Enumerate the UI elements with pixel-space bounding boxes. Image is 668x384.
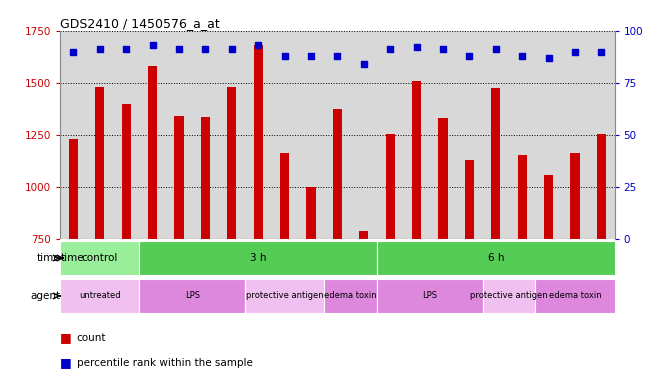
Point xyxy=(226,46,237,53)
Text: GDS2410 / 1450576_a_at: GDS2410 / 1450576_a_at xyxy=(60,17,220,30)
Bar xyxy=(412,81,421,239)
Bar xyxy=(140,279,245,313)
Bar xyxy=(482,31,509,239)
Text: ■: ■ xyxy=(60,331,72,344)
Bar xyxy=(403,31,430,239)
Bar xyxy=(456,31,482,239)
Text: 6 h: 6 h xyxy=(488,253,504,263)
Point xyxy=(94,46,105,53)
Bar xyxy=(95,87,104,239)
Bar xyxy=(60,241,140,275)
Bar xyxy=(254,45,263,239)
Bar xyxy=(69,139,78,239)
Bar xyxy=(87,31,113,239)
Text: untreated: untreated xyxy=(79,291,120,300)
Point xyxy=(570,48,580,55)
Bar xyxy=(377,241,615,275)
Bar xyxy=(597,134,606,239)
Bar xyxy=(307,187,315,239)
Bar xyxy=(140,31,166,239)
Bar xyxy=(562,31,588,239)
Bar xyxy=(482,279,535,313)
Bar xyxy=(491,88,500,239)
Text: edema toxin: edema toxin xyxy=(324,291,377,300)
Bar xyxy=(351,31,377,239)
Text: agent: agent xyxy=(30,291,60,301)
Bar xyxy=(385,134,395,239)
Point xyxy=(68,48,79,55)
Bar xyxy=(148,66,157,239)
Text: time: time xyxy=(37,253,60,263)
Bar xyxy=(544,174,553,239)
Bar xyxy=(298,31,324,239)
Bar xyxy=(280,152,289,239)
Bar xyxy=(166,31,192,239)
Bar xyxy=(227,87,236,239)
Bar xyxy=(535,31,562,239)
Text: control: control xyxy=(81,253,118,263)
Text: LPS: LPS xyxy=(184,291,200,300)
Bar xyxy=(465,160,474,239)
Bar xyxy=(218,31,245,239)
Bar xyxy=(200,117,210,239)
Text: protective antigen: protective antigen xyxy=(470,291,548,300)
Point xyxy=(490,46,501,53)
Point xyxy=(411,44,422,50)
Point xyxy=(174,46,184,53)
Bar xyxy=(60,279,140,313)
Bar xyxy=(113,31,140,239)
Point xyxy=(438,46,448,53)
Point xyxy=(596,48,607,55)
Bar xyxy=(245,279,324,313)
Bar xyxy=(122,104,131,239)
Bar xyxy=(245,31,271,239)
Text: 3 h: 3 h xyxy=(250,253,267,263)
Bar xyxy=(192,31,218,239)
Point xyxy=(279,53,290,59)
Bar xyxy=(570,152,580,239)
Text: LPS: LPS xyxy=(422,291,438,300)
Bar xyxy=(271,31,298,239)
Bar xyxy=(377,31,403,239)
Bar xyxy=(60,31,87,239)
Point xyxy=(517,53,528,59)
Bar xyxy=(359,231,368,239)
Point xyxy=(543,55,554,61)
Bar xyxy=(535,279,615,313)
Bar xyxy=(518,155,527,239)
Point xyxy=(200,46,210,53)
Point xyxy=(305,53,316,59)
Text: ■: ■ xyxy=(60,356,72,369)
Point xyxy=(359,61,369,67)
Bar xyxy=(324,31,351,239)
Bar xyxy=(174,116,184,239)
Point xyxy=(253,42,263,48)
Point xyxy=(147,42,158,48)
Bar xyxy=(438,118,448,239)
Bar xyxy=(588,31,615,239)
Bar xyxy=(430,31,456,239)
Point xyxy=(385,46,395,53)
Point xyxy=(332,53,343,59)
Bar xyxy=(509,31,535,239)
Bar xyxy=(377,279,482,313)
Text: protective antigen: protective antigen xyxy=(246,291,323,300)
Bar xyxy=(60,31,615,239)
Point xyxy=(121,46,132,53)
Bar xyxy=(140,241,377,275)
Bar xyxy=(324,279,377,313)
Text: time: time xyxy=(60,253,84,263)
Text: count: count xyxy=(77,333,106,343)
Bar xyxy=(333,109,342,239)
Text: percentile rank within the sample: percentile rank within the sample xyxy=(77,358,253,368)
Text: edema toxin: edema toxin xyxy=(548,291,601,300)
Point xyxy=(464,53,475,59)
